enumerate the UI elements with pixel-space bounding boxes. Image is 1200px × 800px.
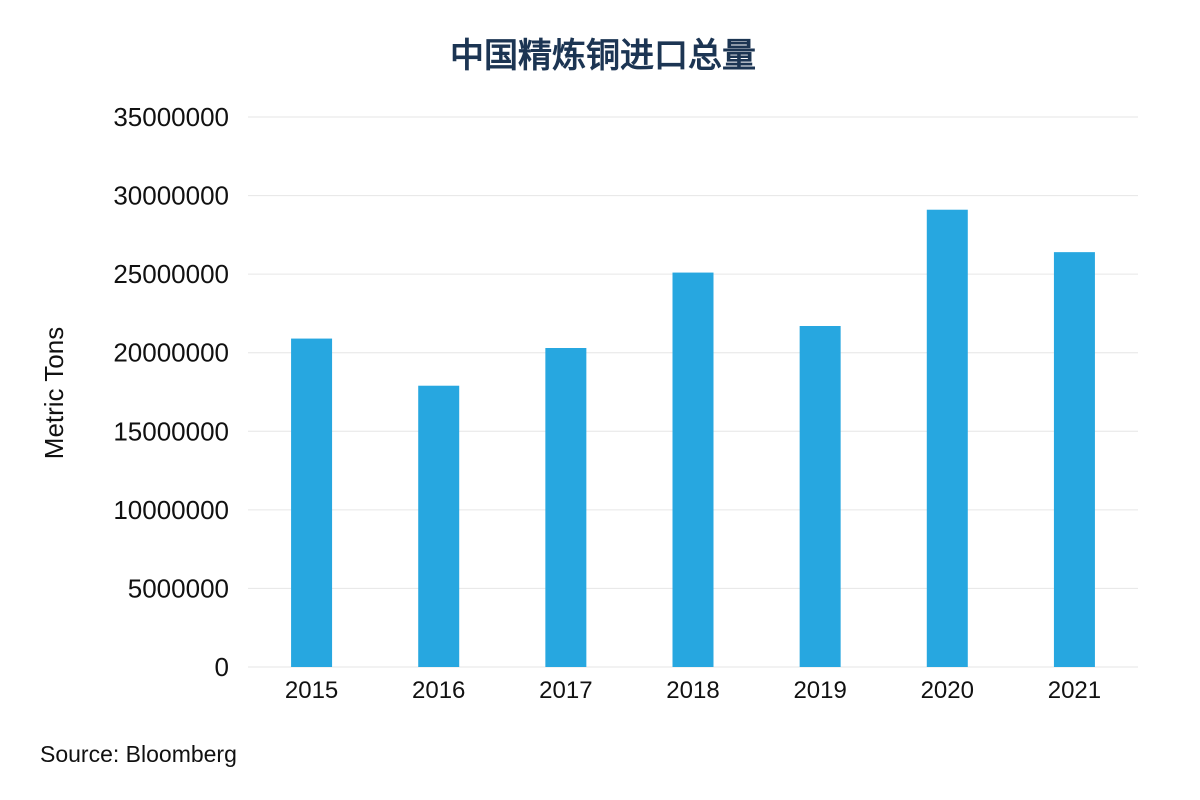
x-tick-label: 2020: [921, 677, 974, 704]
bar-2020: [926, 209, 968, 667]
bar-2021: [1053, 252, 1095, 667]
y-axis-label: Metric Tons: [39, 327, 69, 459]
y-tick-label: 5000000: [128, 573, 229, 603]
chart-title: 中国精炼铜进口总量: [450, 36, 756, 76]
y-tick-label: 25000000: [113, 259, 229, 289]
x-tick-label: 2016: [412, 677, 465, 704]
source-note: Source: Bloomberg: [40, 741, 237, 767]
y-tick-label: 35000000: [113, 102, 229, 132]
x-tick-label: 2017: [539, 677, 592, 704]
x-tick-label: 2021: [1048, 677, 1101, 704]
x-tick-label: 2018: [666, 677, 719, 704]
y-tick-label: 10000000: [113, 495, 229, 525]
x-axis-ticks: 2015 2016 2017 2018 2019 2020 2021: [285, 677, 1101, 704]
y-tick-label: 15000000: [113, 416, 229, 446]
bar-2016: [418, 385, 460, 667]
bar-2017: [545, 348, 587, 667]
y-tick-label: 0: [215, 652, 229, 682]
y-tick-label: 20000000: [113, 338, 229, 368]
bar-2015: [291, 338, 333, 667]
y-tick-label: 30000000: [113, 181, 229, 211]
bar-2018: [672, 272, 714, 667]
bar-2019: [799, 326, 841, 667]
x-tick-label: 2015: [285, 677, 338, 704]
y-axis-ticks: 0 5000000 10000000 15000000 20000000 25000000…: [113, 102, 229, 682]
x-tick-label: 2019: [793, 677, 846, 704]
bars: [291, 209, 1095, 667]
